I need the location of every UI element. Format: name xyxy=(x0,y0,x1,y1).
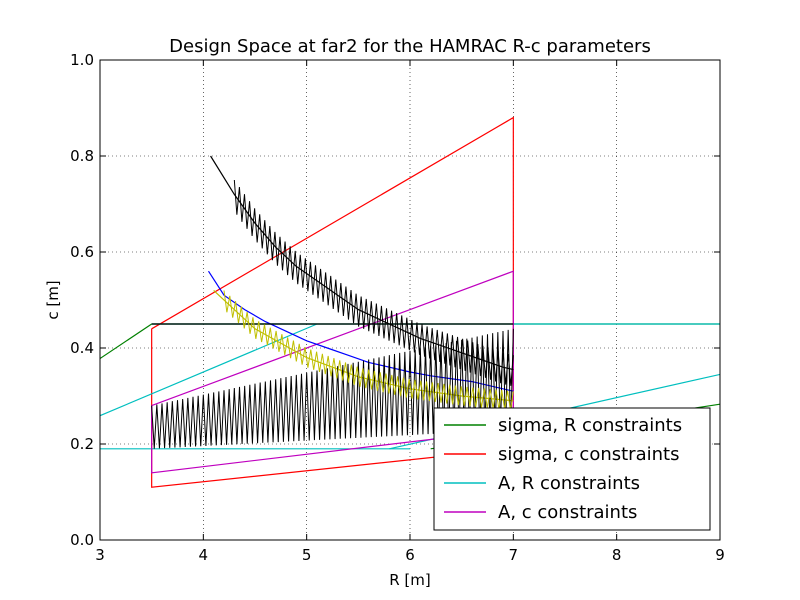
y-tick-label: 0.2 xyxy=(70,435,94,453)
series-line xyxy=(100,323,153,360)
legend: sigma, R constraints sigma, c constraints… xyxy=(433,407,711,531)
series-line xyxy=(207,270,514,392)
y-tick-label: 1.0 xyxy=(70,51,94,69)
x-tick-label: 9 xyxy=(715,546,725,564)
hatch-path xyxy=(233,179,514,386)
y-tick-label: 0.6 xyxy=(70,243,94,261)
y-tick-label: 0.0 xyxy=(70,531,94,549)
x-tick-label: 3 xyxy=(95,546,105,564)
y-tick-label: 0.4 xyxy=(70,339,94,357)
x-tick-label: 8 xyxy=(612,546,622,564)
feasible-region-hatch xyxy=(151,179,514,449)
y-tick-label: 0.8 xyxy=(70,147,94,165)
x-tick-label: 5 xyxy=(302,546,312,564)
legend-box xyxy=(433,407,711,531)
y-axis-label: c [m] xyxy=(44,280,62,319)
chart-title: Design Space at far2 for the HAMRAC R-c … xyxy=(169,36,651,57)
x-axis-label: R [m] xyxy=(389,571,431,589)
hatch-path xyxy=(223,290,514,411)
legend-entry-label: sigma, R constraints xyxy=(498,415,682,436)
legend-entry-label: A, c constraints xyxy=(498,502,637,523)
series-4 xyxy=(207,270,514,392)
x-tick-label: 4 xyxy=(199,546,209,564)
x-tick-label: 7 xyxy=(509,546,519,564)
x-tick-label: 6 xyxy=(405,546,415,564)
legend-entry-label: A, R constraints xyxy=(498,473,640,494)
legend-entry-label: sigma, c constraints xyxy=(498,444,679,465)
plot-area: 3 4 5 6 7 8 9 0.0 0.2 0.4 0.6 0.8 1.0 xyxy=(70,51,725,564)
